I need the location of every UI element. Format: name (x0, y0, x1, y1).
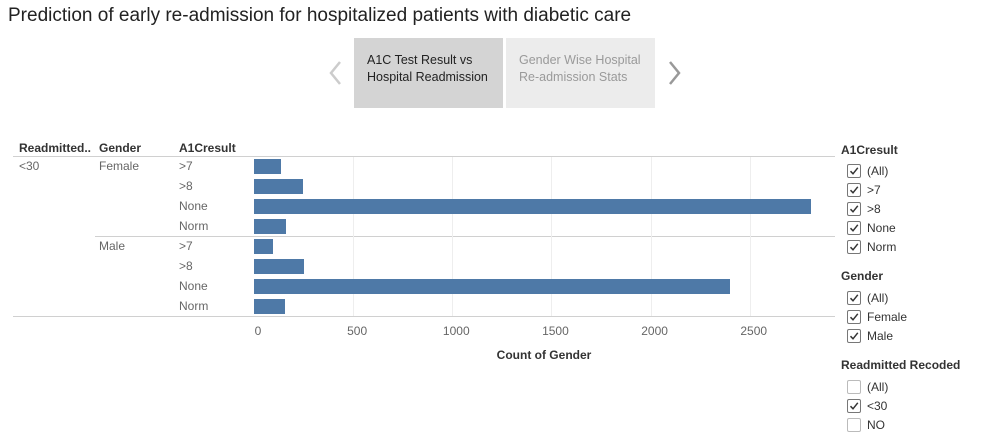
filter-option-label: (All) (867, 164, 889, 178)
filter-option-label: NO (867, 418, 885, 432)
filter-option-label: Male (867, 329, 894, 343)
x-tick-label: 0 (254, 324, 262, 338)
a1c-row-label: >7 (179, 159, 193, 173)
filter-option[interactable]: >7 (847, 182, 881, 198)
bar-male-none[interactable] (254, 279, 730, 294)
bar-female-norm[interactable] (254, 219, 286, 234)
a1c-row-label: None (179, 199, 208, 213)
gridline (650, 157, 652, 316)
story-navigator: A1C Test Result vs Hospital Readmission … (323, 38, 693, 108)
x-axis-title: Count of Gender (496, 348, 592, 362)
filter-title: Readmitted Recoded (841, 358, 961, 372)
filter-option-label: (All) (867, 291, 889, 305)
table-top-border (13, 156, 835, 157)
a1c-row-label: >7 (179, 239, 193, 253)
bar-female-7[interactable] (254, 159, 281, 174)
readmitted-value: <30 (19, 159, 40, 173)
filter-option-label: Norm (867, 240, 897, 254)
checkbox-checked-icon[interactable] (847, 221, 861, 235)
filter-option[interactable]: Female (847, 309, 907, 325)
filter-option-label: (All) (867, 380, 889, 394)
a1c-row-label: None (179, 279, 208, 293)
filter-option[interactable]: Male (847, 328, 893, 344)
story-point-gender-readmission[interactable]: Gender Wise Hospital Re-admission Stats (506, 38, 655, 108)
x-tick-label: 2500 (740, 324, 768, 338)
dashboard-title: Prediction of early re-admission for hos… (8, 5, 632, 26)
checkbox-checked-icon[interactable] (847, 310, 861, 324)
checkbox-unchecked-icon[interactable] (847, 380, 861, 394)
checkbox-unchecked-icon[interactable] (847, 418, 861, 432)
story-point-line: Re-admission Stats (519, 70, 628, 84)
filter-option-label: >7 (867, 183, 881, 197)
filter-option[interactable]: (All) (847, 290, 888, 306)
header-readmitted[interactable]: Readmitted.. (19, 141, 92, 155)
x-tick-label: 1500 (542, 324, 569, 338)
checkbox-checked-icon[interactable] (847, 399, 861, 413)
gender-male-label: Male (99, 239, 126, 253)
filter-option-label: Female (867, 310, 908, 324)
gridline (749, 157, 751, 316)
table-bottom-border (13, 316, 835, 317)
bar-female-8[interactable] (254, 179, 303, 194)
story-point-line: Hospital Readmission (367, 70, 488, 84)
checkbox-checked-icon[interactable] (847, 291, 861, 305)
bar-male-8[interactable] (254, 259, 304, 274)
a1c-row-label: Norm (179, 219, 209, 233)
previous-arrow-icon[interactable] (323, 56, 349, 90)
filter-option[interactable]: Norm (847, 239, 896, 255)
story-point-a1c-vs-readmission[interactable]: A1C Test Result vs Hospital Readmission (354, 38, 503, 108)
gridline (353, 157, 355, 316)
a1c-row-label: >8 (179, 179, 193, 193)
filter-option[interactable]: None (847, 220, 896, 236)
checkbox-checked-icon[interactable] (847, 164, 861, 178)
filter-option[interactable]: NO (847, 417, 885, 433)
story-point-line: A1C Test Result vs (367, 53, 473, 67)
filter-option[interactable]: <30 (847, 398, 887, 414)
bar-female-none[interactable] (254, 199, 812, 214)
bar-male-7[interactable] (254, 239, 273, 254)
bar-male-norm[interactable] (254, 299, 285, 314)
header-a1cresult[interactable]: A1Cresult (179, 141, 236, 155)
filter-option[interactable]: (All) (847, 163, 888, 179)
checkbox-checked-icon[interactable] (847, 183, 861, 197)
gridline (452, 157, 454, 316)
filter-option-label: None (867, 221, 896, 235)
checkbox-checked-icon[interactable] (847, 329, 861, 343)
x-tick-label: 1000 (442, 324, 470, 338)
a1c-row-label: >8 (179, 259, 193, 273)
gender-female-label: Female (99, 159, 140, 173)
filter-title: A1Cresult (841, 143, 898, 157)
filter-option-label: <30 (867, 399, 888, 413)
checkbox-checked-icon[interactable] (847, 202, 861, 216)
next-arrow-icon[interactable] (661, 56, 687, 90)
filter-title: Gender (841, 269, 884, 283)
filter-option[interactable]: >8 (847, 201, 881, 217)
a1c-row-label: Norm (179, 299, 209, 313)
checkbox-checked-icon[interactable] (847, 240, 861, 254)
header-gender[interactable]: Gender (99, 141, 142, 155)
gender-divider (95, 236, 835, 237)
x-tick-label: 500 (347, 324, 368, 338)
gridline (551, 157, 553, 316)
filter-option[interactable]: (All) (847, 379, 888, 395)
story-point-line: Gender Wise Hospital (519, 53, 641, 67)
filter-option-label: >8 (867, 202, 881, 216)
x-tick-label: 2000 (641, 324, 668, 338)
